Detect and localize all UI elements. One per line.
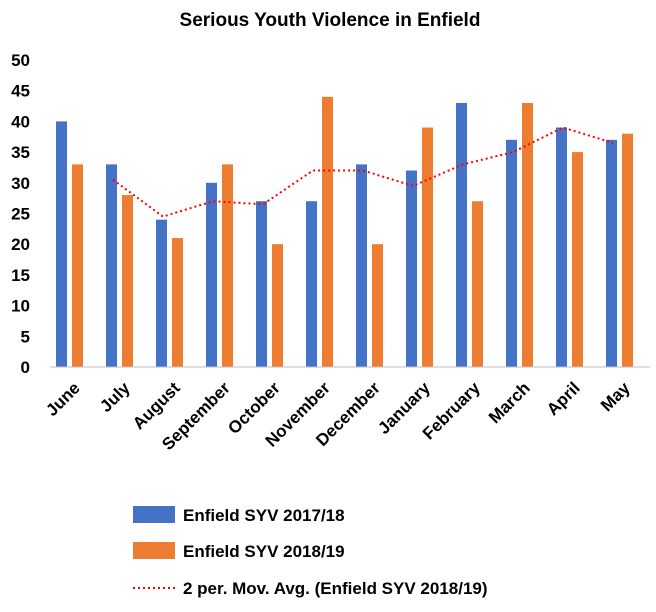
y-tick-label: 15	[11, 266, 30, 285]
y-axis-tick-labels: 0 5 10 15 20 25 30 35 40 45 50	[11, 51, 30, 377]
bar-series-1	[456, 102, 467, 367]
legend-label-series-2018-19: Enfield SYV 2018/19	[183, 542, 345, 561]
legend-label-series-2017-18: Enfield SYV 2017/18	[183, 506, 345, 525]
y-tick-label: 10	[11, 297, 30, 316]
y-tick-label: 0	[21, 358, 30, 377]
bar-series-2	[172, 238, 183, 367]
x-tick-label: March	[485, 378, 534, 427]
legend-label-moving-average: 2 per. Mov. Avg. (Enfield SYV 2018/19)	[183, 579, 488, 598]
bar-series-1	[406, 170, 417, 367]
x-axis-tick-labels: June JulyAugustSeptemberOctoberNovemberDe…	[42, 378, 634, 454]
bar-series-1	[506, 139, 517, 367]
moving-average-group	[112, 126, 614, 218]
bar-series-2	[522, 102, 533, 367]
x-tick-label: July	[96, 378, 134, 416]
x-tick-label: April	[543, 378, 584, 419]
y-tick-label: 40	[11, 112, 30, 131]
x-tick-label: June	[42, 378, 83, 419]
bar-series-2	[422, 127, 433, 367]
bar-series-1	[606, 139, 617, 367]
y-tick-label: 20	[11, 235, 30, 254]
legend-swatch-series-2018-19	[133, 542, 175, 559]
chart-title: Serious Youth Violence in Enfield	[180, 10, 481, 31]
y-tick-label: 50	[11, 51, 30, 70]
bar-series-2	[122, 195, 133, 367]
bar-series-2	[622, 133, 633, 367]
bar-series-2	[372, 244, 383, 367]
bar-series-2	[472, 201, 483, 367]
bar-series-1	[356, 164, 367, 367]
bar-series-1	[156, 219, 167, 367]
moving-average-line	[112, 126, 614, 218]
y-tick-label: 35	[11, 143, 30, 162]
bar-series-1	[306, 201, 317, 367]
bar-series-group	[56, 96, 633, 368]
bar-series-2	[272, 244, 283, 367]
bar-series-2	[322, 96, 333, 367]
bar-series-1	[556, 127, 567, 367]
x-tick-label: May	[597, 378, 634, 415]
bar-series-1	[106, 164, 117, 367]
y-tick-label: 5	[21, 327, 30, 346]
legend: Enfield SYV 2017/18 Enfield SYV 2018/19 …	[133, 506, 488, 598]
bar-series-1	[206, 182, 217, 367]
y-tick-label: 30	[11, 174, 30, 193]
y-tick-label: 45	[11, 82, 30, 101]
bar-series-1	[56, 121, 67, 368]
bar-series-1	[256, 201, 267, 367]
bar-series-2	[572, 152, 583, 367]
bar-series-2	[222, 164, 233, 367]
y-tick-label: 25	[11, 205, 30, 224]
bar-series-2	[72, 164, 83, 367]
legend-swatch-series-2017-18	[133, 506, 175, 523]
